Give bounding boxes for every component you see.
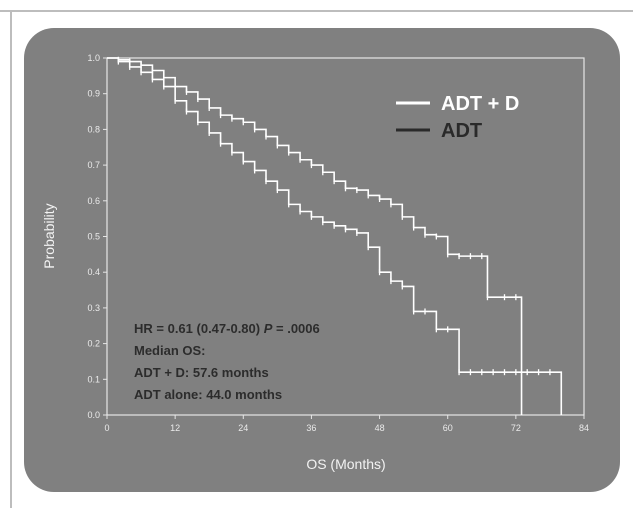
page-frame-top [0,10,633,12]
annotation-median-os: Median OS: [134,343,206,358]
x-tick-label: 60 [443,423,453,433]
annotation-hr: HR = 0.61 (0.47-0.80) P = .0006 [134,321,320,336]
y-tick-label: 0.5 [87,232,100,242]
y-tick-label: 0.0 [87,410,100,420]
annotation-block: HR = 0.61 (0.47-0.80) P = .0006 Median O… [134,321,320,402]
x-axis: 0 12 24 36 48 60 72 84 [104,415,589,433]
survival-curves [107,56,563,415]
x-tick-label: 84 [579,423,589,433]
x-tick-label: 12 [170,423,180,433]
legend-label-adt-d: ADT + D [441,93,519,115]
y-axis: 0.0 0.1 0.2 0.3 0.4 0.5 0.6 0.7 0.8 0.9 1.0 [87,53,107,420]
annotation-adt-median: ADT alone: 44.0 months [134,387,282,402]
y-tick-label: 1.0 [87,53,100,63]
x-tick-label: 48 [375,423,385,433]
x-tick-label: 0 [104,423,109,433]
y-tick-label: 0.8 [87,124,100,134]
y-tick-label: 0.2 [87,339,100,349]
annotation-adt-d-median: ADT + D: 57.6 months [134,365,269,380]
x-tick-label: 36 [306,423,316,433]
page-frame-left [10,10,12,508]
legend: ADT + D ADT [396,93,519,142]
x-axis-title: OS (Months) [306,456,385,472]
y-tick-label: 0.7 [87,160,100,170]
y-tick-label: 0.3 [87,303,100,313]
y-axis-title: Probability [41,203,57,268]
y-tick-label: 0.9 [87,89,100,99]
x-tick-label: 72 [511,423,521,433]
legend-label-adt: ADT [441,120,482,142]
y-tick-label: 0.1 [87,374,100,384]
y-tick-label: 0.6 [87,196,100,206]
series-line-adt [107,57,563,415]
y-tick-label: 0.4 [87,267,100,277]
x-tick-label: 24 [238,423,248,433]
